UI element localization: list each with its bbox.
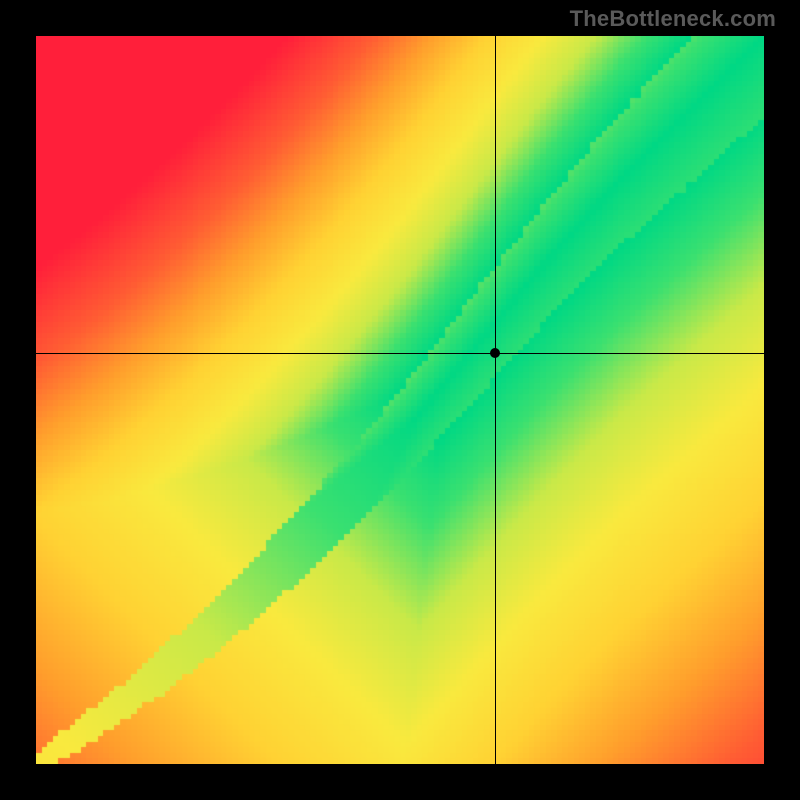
crosshair-vertical [495,36,496,764]
plot-area [36,36,764,764]
crosshair-horizontal [36,353,764,354]
crosshair-marker [490,348,500,358]
chart-container: TheBottleneck.com [0,0,800,800]
heatmap-canvas [36,36,764,764]
watermark-text: TheBottleneck.com [570,6,776,32]
